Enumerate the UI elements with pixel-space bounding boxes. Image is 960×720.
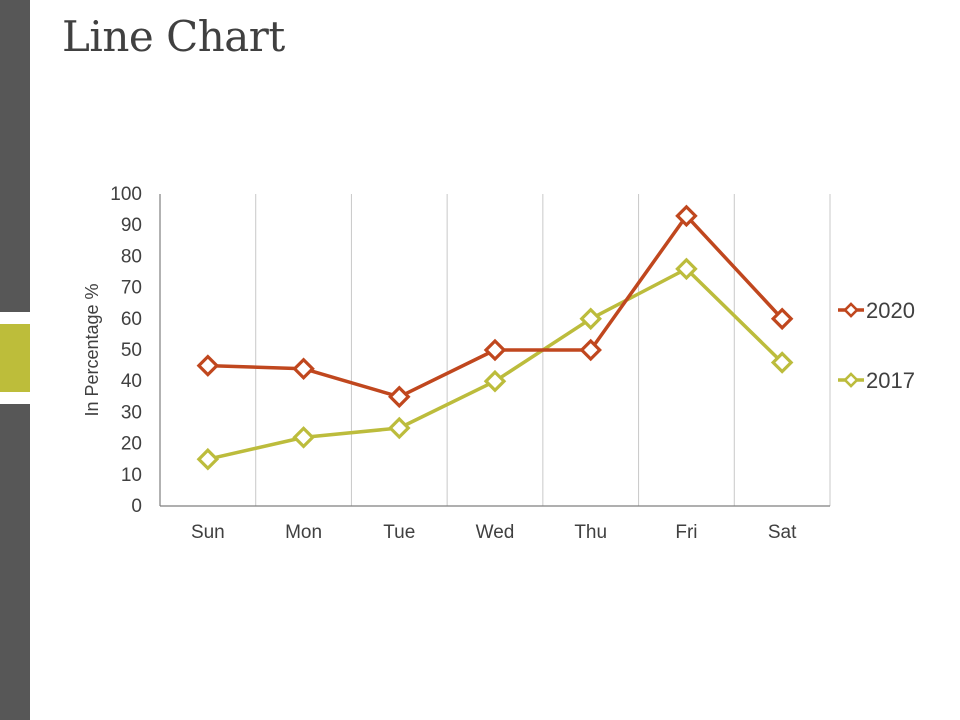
legend-label: 2017 — [866, 368, 915, 393]
series-2020 — [196, 204, 794, 409]
x-category-label: Fri — [675, 522, 697, 543]
y-tick-label: 0 — [131, 496, 142, 517]
x-category-label: Sun — [191, 522, 225, 543]
chart-series — [196, 204, 794, 471]
data-point-2017 — [770, 351, 794, 374]
y-axis-ticks: 0 10 20 30 40 50 60 70 80 90 100 — [110, 184, 142, 517]
y-tick-label: 100 — [110, 184, 142, 205]
legend-label: 2020 — [866, 298, 915, 323]
y-tick-label: 30 — [121, 402, 142, 423]
data-point-2020 — [675, 204, 698, 228]
y-tick-label: 60 — [121, 309, 142, 330]
data-point-2017 — [579, 307, 602, 331]
y-tick-label: 10 — [121, 465, 142, 486]
y-tick-label: 90 — [121, 215, 142, 236]
chart-legend: 2020 2017 — [838, 298, 915, 393]
y-tick-label: 20 — [121, 434, 142, 455]
data-point-2017 — [292, 426, 315, 449]
y-tick-label: 70 — [121, 278, 142, 299]
x-category-label: Wed — [476, 522, 515, 543]
y-tick-label: 40 — [121, 371, 142, 392]
x-category-label: Sat — [768, 522, 797, 543]
data-point-2020 — [579, 338, 602, 362]
data-point-2020 — [770, 307, 794, 331]
series-2017 — [196, 257, 794, 471]
data-point-2017 — [483, 369, 507, 393]
x-category-label: Tue — [383, 522, 415, 543]
data-point-2017 — [388, 416, 411, 440]
sidebar-top-bar — [0, 0, 30, 312]
page-title: Line Chart — [62, 12, 285, 61]
series-line-2017 — [207, 267, 784, 461]
x-category-label: Thu — [574, 522, 607, 543]
data-point-2020 — [388, 385, 411, 409]
data-point-2017 — [196, 447, 220, 471]
chart-axes — [159, 194, 830, 507]
data-point-2017 — [675, 257, 698, 281]
data-point-2020 — [196, 354, 220, 377]
data-point-2020 — [483, 338, 507, 362]
x-axis-categories: Sun Mon Tue Wed Thu Fri Sat — [191, 522, 797, 543]
y-tick-label: 50 — [121, 340, 142, 361]
legend-marker-icon — [843, 302, 859, 318]
y-axis-title: In Percentage % — [82, 283, 102, 416]
sidebar-accent-bar — [0, 324, 30, 392]
data-point-2020 — [292, 357, 315, 380]
legend-item-2017: 2017 — [838, 368, 915, 393]
x-category-label: Mon — [285, 522, 322, 543]
legend-item-2020: 2020 — [838, 298, 915, 323]
legend-marker-icon — [843, 372, 859, 388]
y-tick-label: 80 — [121, 246, 142, 267]
sidebar-bottom-bar — [0, 404, 30, 720]
